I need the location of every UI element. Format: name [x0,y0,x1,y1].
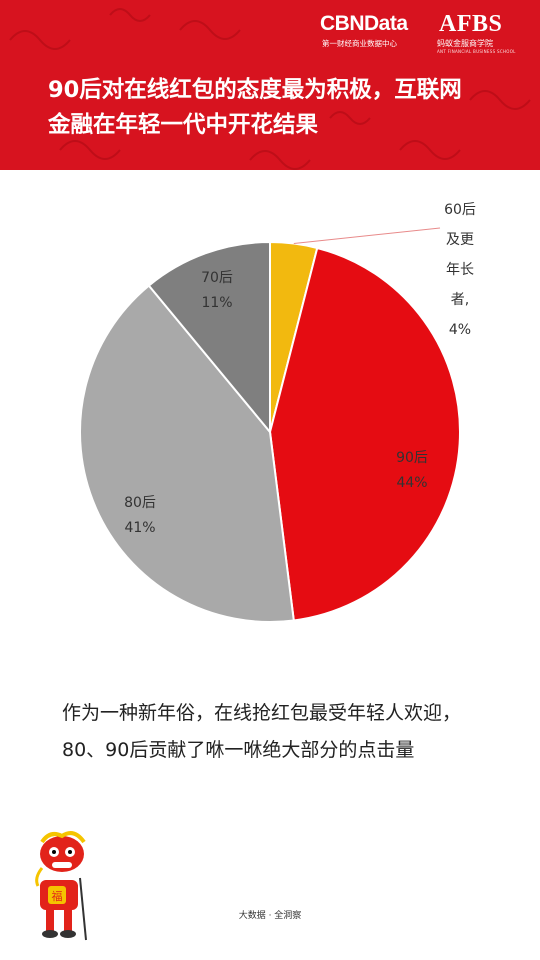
cbndata-subtitle: 第一财经商业数据中心 [322,39,397,48]
lion-dance-mascot-icon: 福 [35,831,87,941]
caption-line-1: 作为一种新年俗，在线抢红包最受年轻人欢迎， [62,702,462,724]
slice-90s-label: 90后 44% [396,450,428,491]
caption: 作为一种新年俗，在线抢红包最受年轻人欢迎， 80、90后贡献了咻一咻绝大部分的点… [62,695,532,769]
slice-60s-label: 60后及更年长者, 4% [444,202,476,338]
footer-slogan: 大数据 · 全洞察 [238,911,302,921]
slice-70s [147,240,271,435]
afbs-english-subtitle: ANT FINANCIAL BUSINESS SCHOOL [437,49,516,54]
pie-chart: 60后及更年长者, 4% 90后 44% 80后 41% 70后 11% [79,202,476,623]
slice-80s [79,284,295,623]
slice-70s-label: 70后 11% [201,270,233,311]
svg-text:福: 福 [52,889,63,903]
page-title: 90后对在线红包的态度最为积极，互联网 金融在年轻一代中开花结果 [48,73,518,143]
title-line-1: 90后对在线红包的态度最为积极，互联网 [48,77,462,103]
caption-line-2: 80、90后贡献了咻一咻绝大部分的点击量 [62,739,415,761]
leader-line [293,227,441,244]
header-banner: CBNData 第一财经商业数据中心 AFBS 蚂蚁金服商学院 ANT FINA… [0,0,540,170]
afbs-subtitle: 蚂蚁金服商学院 [437,39,493,48]
pie-slices [79,240,461,623]
afbs-logo: AFBS [439,11,503,37]
title-line-2: 金融在年轻一代中开花结果 [48,112,319,138]
cloud-pattern-decoration [9,8,531,170]
cbndata-logo: CBNData [320,12,408,35]
slice-90s [268,246,461,622]
slice-80s-label: 80后 41% [124,495,156,536]
pie-labels: 60后及更年长者, 4% 90后 44% 80后 41% 70后 11% [124,202,476,536]
